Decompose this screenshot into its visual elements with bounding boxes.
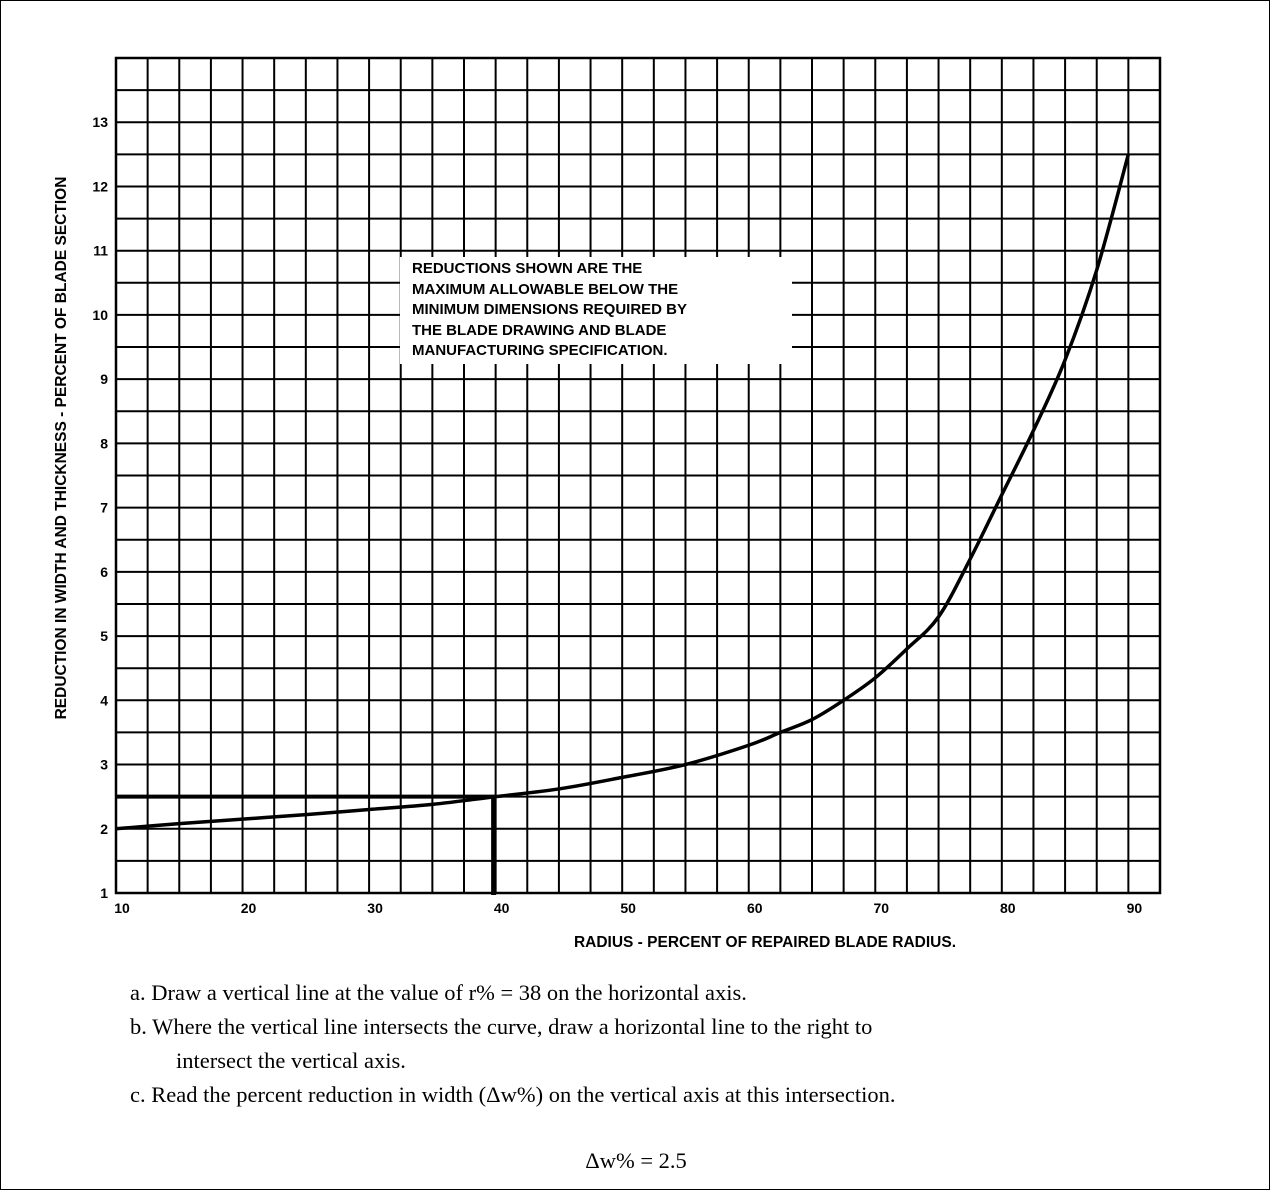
chart-grid [116,58,1160,893]
y-tick-label: 4 [100,692,108,708]
x-tick-label: 10 [114,900,130,916]
instruction-c: c. Read the percent reduction in width (… [130,1078,1230,1112]
instruction-a: a. Draw a vertical line at the value of … [130,976,1230,1010]
y-tick-label: 7 [100,500,108,516]
x-tick-label: 70 [873,900,889,916]
instruction-list: a. Draw a vertical line at the value of … [130,976,1230,1112]
y-tick-label: 13 [92,114,108,130]
y-tick-label: 6 [100,564,108,580]
x-tick-label: 30 [367,900,383,916]
y-tick-label: 10 [92,307,108,323]
y-tick-label: 2 [100,821,108,837]
x-tick-label: 90 [1127,900,1143,916]
x-tick-label: 60 [747,900,763,916]
x-tick-label: 20 [241,900,257,916]
instruction-b-line1: b. Where the vertical line intersects th… [130,1014,872,1039]
instruction-b: b. Where the vertical line intersects th… [130,1010,1230,1078]
y-axis-label: REDUCTION IN WIDTH AND THICKNESS - PERCE… [53,177,71,720]
x-tick-label: 40 [494,900,510,916]
answer: Δw% = 2.5 [0,1148,1272,1174]
y-tick-label: 11 [93,243,108,259]
instruction-b-line2: intersect the vertical axis. [152,1044,1230,1078]
y-tick-label: 8 [100,435,108,451]
y-tick-label: 3 [100,757,108,773]
chart-note: REDUCTIONS SHOWN ARE THE MAXIMUM ALLOWAB… [400,257,792,364]
y-tick-label: 1 [100,885,108,901]
x-tick-label: 50 [620,900,636,916]
x-axis-label: RADIUS - PERCENT OF REPAIRED BLADE RADIU… [0,934,1272,952]
y-tick-label: 5 [100,628,108,644]
y-tick-label: 9 [100,371,108,387]
y-tick-label: 12 [92,178,108,194]
x-tick-label: 80 [1000,900,1016,916]
